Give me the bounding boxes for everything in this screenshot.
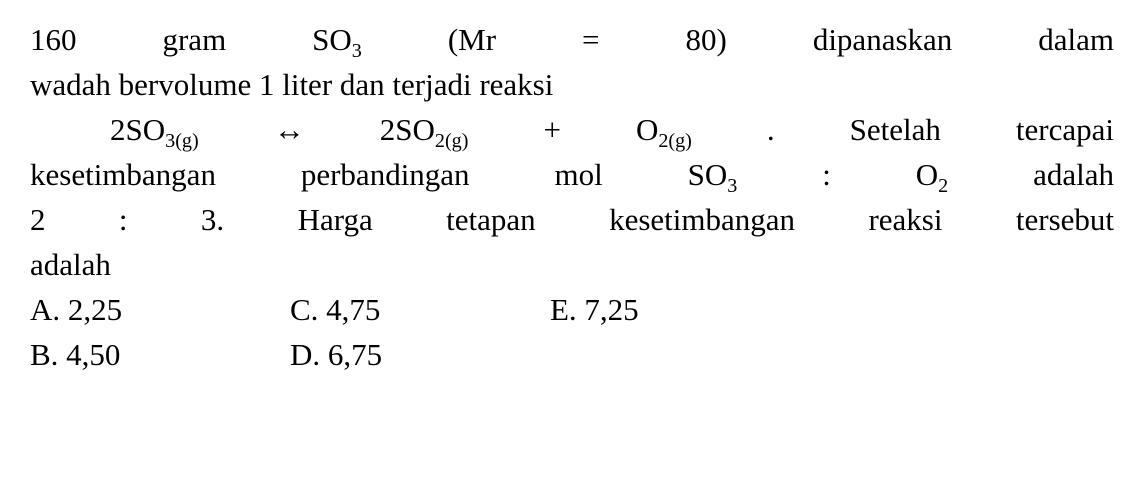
- option-e: E. 7,25: [550, 288, 810, 333]
- option-d: D. 6,75: [290, 333, 550, 378]
- text: 2 : 3. Harga tetapan kesetimbangan reaks…: [30, 202, 1114, 237]
- subscript: 3: [352, 40, 362, 62]
- question-container: 160 gram SO3 (Mr = 80) dipanaskan dalam …: [0, 0, 1144, 388]
- arrow-icon: ↔: [199, 112, 380, 147]
- text: (Mr = 80) dipanaskan dalam: [362, 22, 1114, 57]
- option-b: B. 4,50: [30, 333, 290, 378]
- text: 160 gram SO: [30, 22, 352, 57]
- text: wadah bervolume 1 liter dan terjadi reak…: [30, 67, 553, 102]
- option-c: C. 4,75: [290, 288, 550, 333]
- question-line-2: wadah bervolume 1 liter dan terjadi reak…: [30, 63, 1114, 108]
- text: . Setelah tercapai: [767, 112, 1114, 147]
- options-row-1: A. 2,25 C. 4,75 E. 7,25: [30, 288, 1114, 333]
- text: 2SO: [380, 112, 435, 147]
- question-line-1: 160 gram SO3 (Mr = 80) dipanaskan dalam: [30, 18, 1114, 63]
- text: adalah: [948, 157, 1114, 192]
- text: 2SO: [110, 112, 165, 147]
- options-row-2: B. 4,50 D. 6,75: [30, 333, 1114, 378]
- question-line-6: adalah: [30, 243, 1114, 288]
- question-line-5: 2 : 3. Harga tetapan kesetimbangan reaks…: [30, 198, 1114, 243]
- text: kesetimbangan perbandingan mol SO: [30, 157, 727, 192]
- equation: 2SO3(g) ↔ 2SO2(g) + O2(g): [30, 112, 767, 147]
- equation-line: 2SO3(g) ↔ 2SO2(g) + O2(g) . Setelah terc…: [30, 108, 1114, 153]
- subscript: 2(g): [658, 130, 692, 152]
- subscript: 2: [938, 175, 948, 197]
- option-blank: [550, 333, 810, 378]
- subscript: 3: [727, 175, 737, 197]
- option-a: A. 2,25: [30, 288, 290, 333]
- subscript: 2(g): [435, 130, 469, 152]
- question-line-4: kesetimbangan perbandingan mol SO3 : O2 …: [30, 153, 1114, 198]
- text: adalah: [30, 247, 111, 282]
- subscript: 3(g): [165, 130, 199, 152]
- text: + O: [468, 112, 658, 147]
- text: : O: [737, 157, 938, 192]
